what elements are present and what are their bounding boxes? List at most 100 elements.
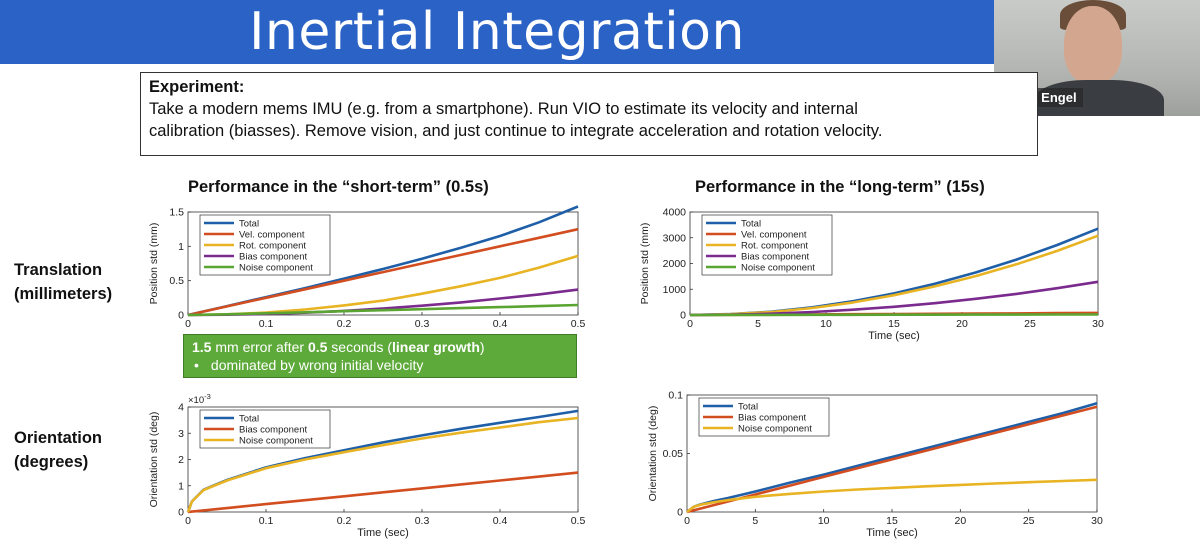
callout-text-2: seconds ( (327, 339, 392, 355)
orient-long-legend-label-3: Noise component (738, 424, 812, 435)
orient-short-series-line-3 (186, 416, 579, 513)
orient-long-xtick-label: 0 (684, 515, 690, 527)
trans-long-xtick-label: 0 (687, 318, 693, 330)
orient-short-xtick-label: 0.2 (337, 515, 352, 527)
trans-short-ylabel: Position std (mm) (148, 223, 160, 305)
trans-short-legend-label-1: Total (239, 219, 259, 230)
trans-short-xtick-label: 0.5 (571, 318, 586, 330)
trans-short-legend-label-2: Vel. component (239, 230, 305, 241)
orient-short-xlabel: Time (sec) (357, 527, 409, 539)
trans-long-ytick-label: 3000 (663, 232, 687, 244)
trans-long-legend-label-1: Total (741, 219, 761, 230)
trans-short-ytick-label: 0.5 (169, 275, 184, 287)
orient-short-series-line-2 (187, 471, 579, 514)
orientation-unit-label: (degrees) (14, 453, 89, 471)
orient-short-ytick-label: 0 (178, 507, 184, 519)
orient-long-ytick-label: 0 (677, 507, 683, 519)
chart-orientation-short-term: 0 0.1 0.2 0.3 0.4 0.5 0 1 2 3 4 ×10-3 Time (sec) Orie… (148, 392, 586, 539)
presenter-webcam: Jakob Engel (994, 0, 1200, 116)
trans-short-series-line-2 (187, 227, 579, 317)
orientation-row-label: Orientation (degrees) (14, 426, 102, 474)
trans-short-legend-label-4: Bias component (239, 252, 307, 263)
long-term-title: Performance in the “long-term” (15s) (695, 178, 985, 196)
callout-line: 1.5 mm error after 0.5 seconds (linear g… (192, 338, 568, 356)
translation-label: Translation (14, 261, 103, 279)
callout-emphasis: linear growth (392, 339, 480, 355)
orient-short-xtick-label: 0.5 (571, 515, 586, 527)
orient-long-xtick-label: 25 (1023, 515, 1035, 527)
trans-short-ytick-label: 0 (178, 310, 184, 322)
experiment-line-1: Take a modern mems IMU (e.g. from a smar… (149, 100, 858, 118)
trans-long-series-line-5 (689, 313, 1098, 317)
trans-long-xtick-label: 30 (1092, 318, 1104, 330)
slide-title: Inertial Integration (249, 2, 745, 62)
trans-short-legend-label-5: Noise component (239, 263, 313, 274)
orient-long-legend-label-2: Bias component (738, 413, 806, 424)
presenter-face (1064, 6, 1122, 84)
trans-short-xtick-label: 0.3 (415, 318, 430, 330)
chart-orientation-long-term: 0 5 10 15 20 25 30 0 0.05 0.1 Time (sec) Orientatio… (647, 390, 1103, 539)
trans-long-ytick-label: 2000 (663, 258, 687, 270)
callout-text-1: mm error after (211, 339, 308, 355)
trans-long-xtick-label: 20 (956, 318, 968, 330)
orient-short-legend-label-3: Noise component (239, 436, 313, 447)
callout-bullet-text: dominated by wrong initial velocity (210, 357, 424, 373)
orient-long-xlabel: Time (sec) (866, 527, 918, 539)
orient-long-xtick-label: 30 (1091, 515, 1103, 527)
translation-row-label: Translation (millimeters) (14, 258, 112, 306)
orient-long-ytick-label: 0.05 (663, 448, 684, 460)
orient-short-xtick-label: 0 (185, 515, 191, 527)
orient-long-xtick-label: 10 (818, 515, 830, 527)
trans-short-ytick-label: 1.5 (169, 207, 184, 219)
translation-unit-label: (millimeters) (14, 285, 113, 303)
trans-long-ytick-label: 4000 (663, 207, 687, 219)
orient-long-xtick-label: 5 (752, 515, 758, 527)
trans-short-ytick-label: 1 (178, 241, 184, 253)
orient-short-ytick-label: 2 (178, 454, 184, 466)
trans-long-legend-label-2: Vel. component (741, 230, 807, 241)
orient-long-series-line-3 (686, 478, 1098, 514)
orient-short-legend-label-1: Total (239, 414, 259, 425)
trans-short-xtick-label: 0.2 (337, 318, 352, 330)
callout-box: 1.5 mm error after 0.5 seconds (linear g… (183, 334, 577, 378)
orient-short-ylabel: Orientation std (deg) (148, 412, 160, 508)
orient-short-ytick-label: 4 (178, 402, 184, 414)
trans-long-xtick-label: 5 (755, 318, 761, 330)
bullet-icon: • (194, 357, 199, 373)
trans-short-xtick-label: 0.1 (259, 318, 274, 330)
trans-long-xtick-label: 10 (820, 318, 832, 330)
trans-long-xtick-label: 25 (1024, 318, 1036, 330)
orient-short-xtick-label: 0.3 (415, 515, 430, 527)
trans-short-legend-label-3: Rot. component (239, 241, 306, 252)
trans-long-ylabel: Position std (mm) (639, 223, 651, 305)
orientation-label: Orientation (14, 429, 103, 447)
orient-short-ytick-label: 3 (178, 428, 184, 440)
chart-translation-long-term: 0 5 10 15 20 25 30 0 1000 2000 3000 4000 Time (sec) P… (639, 207, 1104, 343)
callout-bullet: • dominated by wrong initial velocity (192, 356, 568, 374)
orient-short-legend-label-2: Bias component (239, 425, 307, 436)
experiment-heading: Experiment: (149, 78, 245, 96)
orient-short-y-scale-label: ×10-3 (188, 392, 211, 406)
trans-long-xlabel: Time (sec) (868, 330, 920, 342)
chart-translation-short-term: 0 0.1 0.2 0.3 0.4 0.5 0 0.5 1 1.5 Position std (mm… (148, 205, 586, 330)
title-bar (0, 0, 994, 64)
orient-long-series-line-2 (686, 405, 1098, 514)
trans-long-ytick-label: 1000 (663, 284, 687, 296)
orient-long-ytick-label: 0.1 (668, 390, 683, 402)
orient-long-ylabel: Orientation std (deg) (647, 406, 659, 502)
trans-long-ytick-label: 0 (680, 310, 686, 322)
trans-long-legend-label-3: Rot. component (741, 241, 808, 252)
trans-short-series-line-5 (187, 303, 579, 317)
trans-long-legend-label-5: Noise component (741, 263, 815, 274)
experiment-box: Experiment: Take a modern mems IMU (e.g.… (140, 72, 1038, 156)
callout-time-value: 0.5 (307, 339, 328, 355)
trans-long-legend-label-4: Bias component (741, 252, 809, 263)
experiment-line-2: calibration (biasses). Remove vision, an… (149, 122, 883, 140)
orient-long-xtick-label: 15 (886, 515, 898, 527)
orient-short-xtick-label: 0.4 (493, 515, 508, 527)
short-term-title: Performance in the “short-term” (0.5s) (188, 178, 489, 196)
orient-short-xtick-label: 0.1 (259, 515, 274, 527)
trans-short-xtick-label: 0.4 (493, 318, 508, 330)
callout-error-value: 1.5 (192, 339, 212, 355)
orient-long-legend-label-1: Total (738, 402, 758, 413)
